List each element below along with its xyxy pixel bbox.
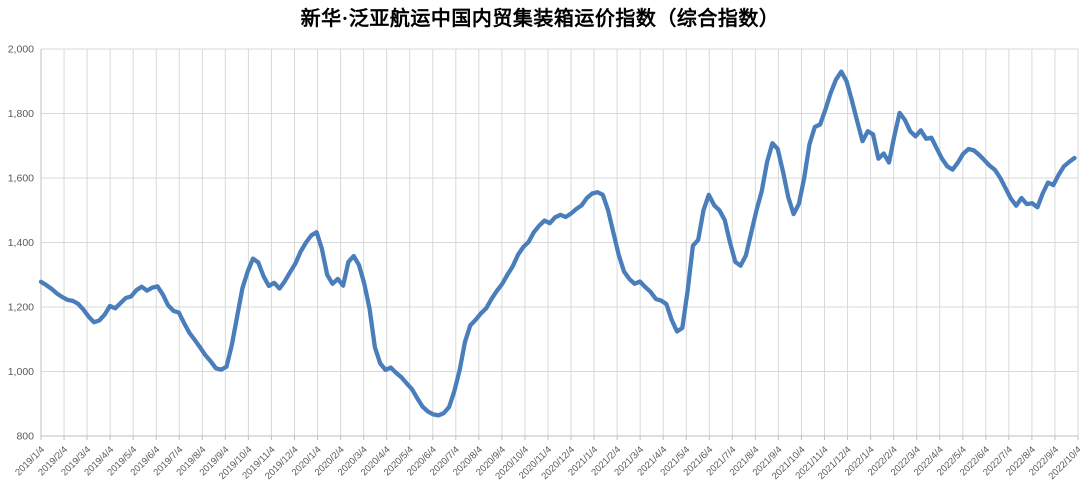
y-tick-label: 2,000 [8, 44, 34, 56]
y-tick-label: 800 [16, 431, 34, 443]
y-tick-label: 1,200 [8, 302, 34, 314]
y-tick-label: 1,800 [8, 108, 34, 120]
composite-index-line [38, 69, 1077, 418]
y-tick-label: 1,400 [8, 237, 34, 249]
y-tick-label: 1,000 [8, 366, 34, 378]
chart-title: 新华·泛亚航运中国内贸集装箱运价指数（综合指数） [300, 8, 780, 30]
y-tick-label: 1,600 [8, 173, 34, 185]
